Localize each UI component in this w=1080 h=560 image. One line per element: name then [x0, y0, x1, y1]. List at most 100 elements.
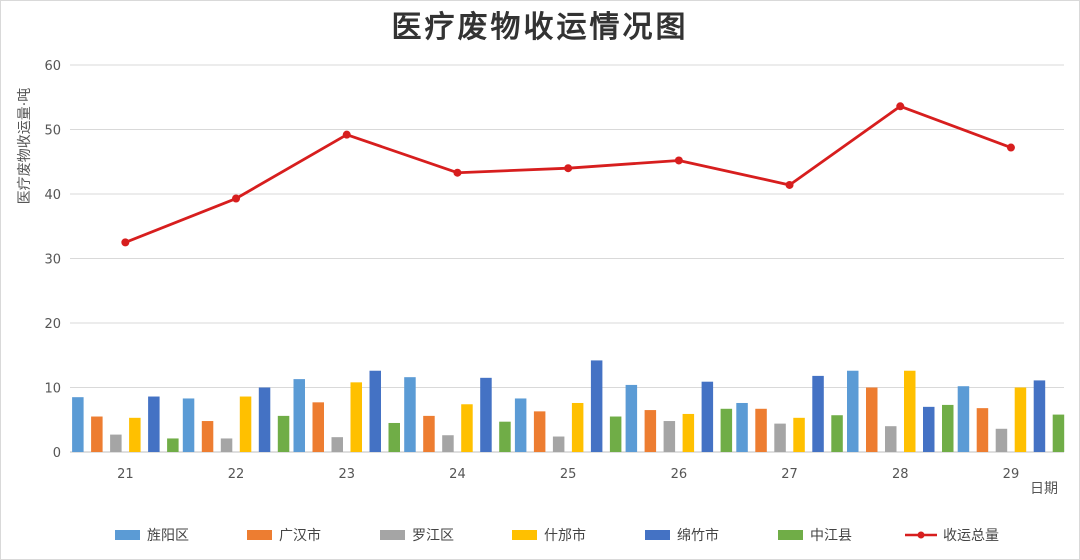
bar	[239, 396, 252, 452]
bar	[182, 398, 195, 452]
x-tick-label: 28	[892, 467, 909, 482]
bar	[590, 360, 603, 452]
bar	[644, 410, 657, 452]
x-tick-label: 22	[228, 467, 245, 482]
bar	[1052, 414, 1065, 452]
bar	[312, 402, 324, 452]
bar	[904, 370, 916, 452]
bar	[701, 381, 714, 452]
legend-swatch	[247, 530, 272, 540]
legend-label: 罗江区	[412, 528, 454, 544]
y-tick-labels: 0 10 20 30 40 50 60	[44, 59, 61, 461]
x-axis-label: 日期	[1030, 481, 1058, 497]
bar	[995, 428, 1008, 452]
legend-label: 收运总量	[943, 528, 999, 544]
legend-swatch	[115, 530, 140, 540]
bar	[129, 417, 141, 452]
bar	[72, 397, 84, 452]
bar	[571, 402, 584, 452]
x-tick-label: 29	[1003, 467, 1020, 482]
line-point	[232, 194, 241, 203]
bar	[91, 416, 103, 452]
bar	[942, 404, 954, 452]
bar	[1033, 380, 1046, 452]
bar	[258, 387, 271, 452]
y-tick-label: 0	[53, 446, 61, 461]
bar	[847, 370, 859, 452]
bar	[480, 377, 492, 452]
bar	[277, 415, 290, 452]
bar	[736, 402, 748, 452]
bar	[720, 408, 733, 452]
line-point	[342, 130, 351, 139]
legend: 旌阳区 广汉市 罗江区 什邡市 绵竹市 中江县 收运总量	[115, 527, 999, 544]
bar	[923, 406, 935, 452]
y-tick-label: 50	[44, 124, 61, 139]
bar	[793, 417, 805, 452]
bar	[499, 421, 511, 452]
bar	[442, 435, 454, 452]
bar	[423, 415, 435, 452]
bar	[625, 384, 638, 452]
bar	[461, 404, 473, 452]
line-point	[896, 102, 905, 111]
line-point	[564, 164, 573, 173]
line-point	[674, 156, 683, 165]
legend-label: 什邡市	[544, 527, 586, 544]
y-tick-label: 60	[44, 59, 61, 74]
legend-label: 旌阳区	[147, 528, 189, 544]
bar	[609, 416, 622, 452]
bar	[220, 438, 233, 452]
bar	[682, 413, 695, 452]
legend-label: 中江县	[810, 528, 852, 544]
bar	[350, 382, 362, 452]
legend-swatch	[778, 530, 803, 540]
grid-lines	[70, 64, 1064, 453]
line-point	[453, 168, 462, 177]
bar	[293, 379, 305, 452]
legend-swatch	[512, 530, 537, 540]
bar-series	[72, 360, 1065, 452]
bar	[331, 437, 343, 452]
bar	[1014, 387, 1027, 452]
bar	[388, 422, 400, 452]
line-point	[121, 238, 130, 247]
y-tick-label: 30	[44, 253, 61, 268]
legend-label: 绵竹市	[677, 527, 719, 544]
bar	[957, 386, 970, 452]
bar	[866, 387, 878, 452]
x-tick-label: 21	[117, 467, 134, 482]
legend-swatch-marker	[917, 531, 925, 539]
y-tick-label: 40	[44, 188, 61, 203]
bar	[774, 423, 786, 452]
bar	[404, 377, 416, 452]
bar	[976, 408, 989, 452]
x-tick-label: 23	[338, 467, 355, 482]
bar	[755, 408, 767, 452]
x-tick-labels: 21 22 23 24 25 26 27 28 29	[117, 467, 1019, 482]
y-tick-label: 10	[44, 382, 61, 397]
bar	[663, 421, 676, 452]
bar	[514, 398, 527, 452]
bar	[167, 438, 179, 452]
legend-label: 广汉市	[279, 527, 321, 544]
bar	[831, 415, 843, 452]
chart-title: 医疗废物收运情况图	[392, 10, 689, 45]
line-point	[785, 180, 794, 189]
bar	[533, 411, 546, 452]
y-axis-label: 医疗废物收运量·吨	[17, 88, 33, 204]
x-tick-label: 26	[671, 467, 688, 482]
legend-swatch	[645, 530, 670, 540]
line-point	[1006, 143, 1015, 152]
bar	[552, 436, 565, 452]
line-series	[121, 102, 1015, 247]
y-tick-label: 20	[44, 317, 61, 332]
bar	[201, 421, 214, 452]
x-tick-label: 24	[449, 467, 466, 482]
bar	[369, 370, 381, 452]
legend-swatch	[380, 530, 405, 540]
bar	[148, 396, 160, 452]
x-tick-label: 25	[560, 467, 577, 482]
